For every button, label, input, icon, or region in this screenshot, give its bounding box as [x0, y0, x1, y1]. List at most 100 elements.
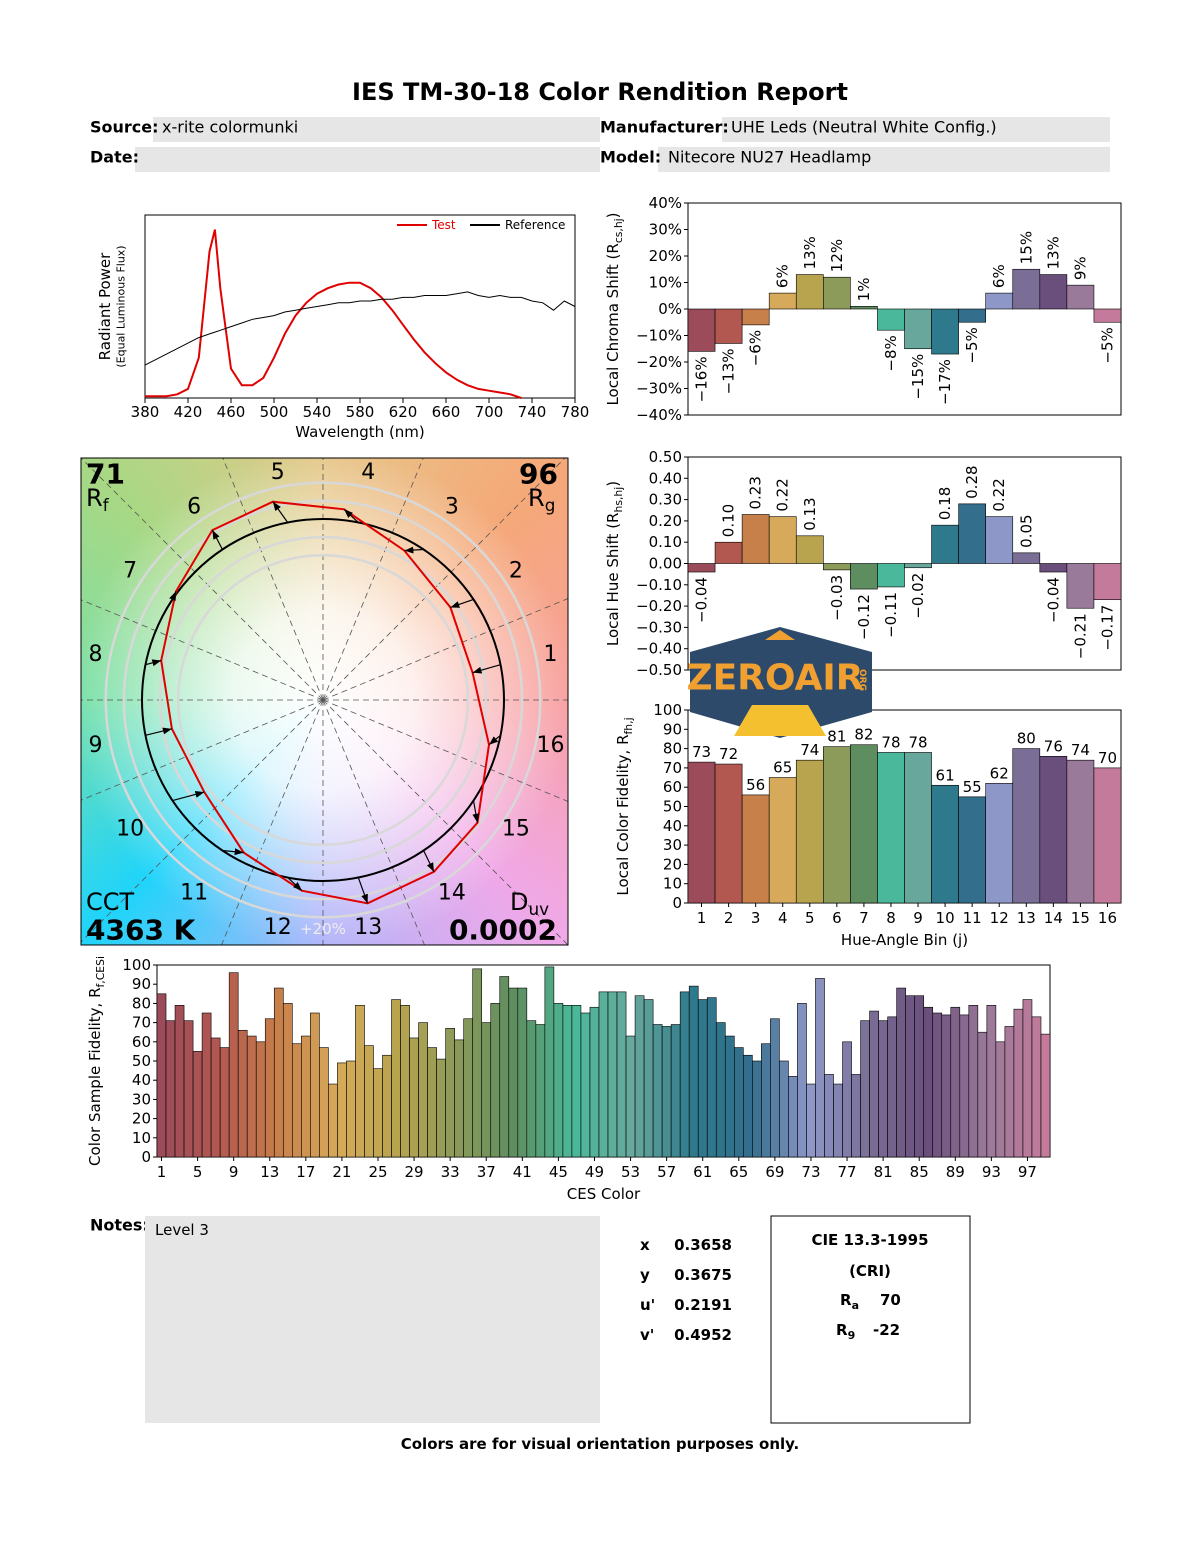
y-tick-label: 0% — [658, 300, 682, 318]
bar — [463, 1018, 474, 1158]
coord-value: 0.4952 — [674, 1326, 732, 1344]
symbol: R — [836, 1321, 848, 1339]
notes-label: Notes: — [90, 1216, 149, 1235]
y-tick-label: 0.00 — [649, 555, 682, 573]
bar — [1031, 1016, 1042, 1158]
bar — [400, 1005, 410, 1158]
cct-label: CCT — [86, 888, 135, 916]
guide-circle — [122, 499, 524, 901]
symbol: R — [86, 484, 103, 512]
series-line — [145, 229, 522, 399]
bar — [1066, 563, 1095, 609]
y-tick-label: −0.40 — [636, 640, 682, 658]
y-tick-label: −0.10 — [636, 576, 682, 594]
bar — [923, 1006, 934, 1158]
bar — [192, 1051, 203, 1158]
x-tick-label: 620 — [389, 403, 418, 421]
bar — [1066, 284, 1095, 310]
bar — [1039, 563, 1068, 573]
bar — [1012, 552, 1041, 564]
bar — [481, 1022, 492, 1158]
y-tick-label: 40% — [649, 194, 682, 212]
bar — [228, 972, 239, 1158]
shift-arrow — [169, 591, 177, 602]
value-label: −0.12 — [855, 594, 873, 640]
cri-symbol: R9 — [836, 1321, 855, 1342]
value-label: 56 — [746, 776, 765, 794]
duv-value: 0.0002 — [449, 914, 557, 947]
value-label: 55 — [963, 778, 982, 796]
value-label: 0.22 — [990, 478, 1008, 511]
legend-label: Test — [431, 218, 456, 232]
value-label: 0.18 — [936, 487, 954, 520]
bin-divider — [81, 699, 324, 801]
bar — [445, 1028, 455, 1158]
bar — [499, 976, 510, 1158]
value-label: −0.03 — [828, 575, 846, 621]
bar — [526, 1020, 537, 1158]
y-tick-label: 80 — [663, 740, 682, 758]
cri-symbol: Ra — [840, 1291, 859, 1312]
bar — [697, 999, 708, 1158]
y-tick-label: 30 — [663, 836, 682, 854]
value-label: 9% — [1071, 256, 1089, 280]
value-label: 0.23 — [747, 476, 765, 509]
bar — [958, 308, 986, 323]
y-axis-label: Color Sample Fidelity, Rf,CESi — [86, 956, 107, 1166]
x-tick-label: 11 — [963, 909, 982, 927]
bar — [878, 1020, 888, 1158]
bar — [795, 274, 824, 310]
field-label: Source: — [90, 118, 159, 137]
bar — [373, 1068, 383, 1158]
bar — [427, 1047, 437, 1158]
value-label: 81 — [827, 728, 846, 746]
y-tick-label: 10% — [649, 274, 682, 292]
bar — [517, 987, 528, 1158]
x-tick-label: 9 — [913, 909, 923, 927]
value-label: −0.04 — [1044, 577, 1062, 623]
bin-label: 4 — [361, 460, 375, 485]
value-label: 73 — [692, 743, 711, 761]
bar — [562, 1005, 573, 1158]
bar — [931, 308, 959, 355]
y-axis-label-part: fh,j — [622, 717, 635, 734]
x-tick-label: 1 — [157, 1163, 167, 1181]
notes-text: Level 3 — [155, 1221, 209, 1239]
y-tick-label: 100 — [122, 956, 151, 974]
x-tick-label: 2 — [724, 909, 734, 927]
notes-box — [145, 1216, 600, 1423]
bar — [1012, 748, 1041, 904]
y-tick-label: 0.50 — [649, 448, 682, 466]
bar — [616, 991, 627, 1158]
shift-arrow — [145, 727, 173, 736]
bar — [589, 1006, 600, 1158]
bar — [904, 308, 932, 350]
bar — [661, 1026, 672, 1158]
x-tick-label: 53 — [621, 1163, 640, 1181]
bar — [1093, 767, 1122, 904]
bar — [535, 1024, 546, 1158]
shift-arrow — [472, 664, 501, 674]
y-tick-label: 20 — [132, 1110, 151, 1128]
guide-circle — [104, 481, 542, 919]
y-axis-label-part: Local Chroma Shift (R — [604, 243, 622, 405]
shift-arrow — [145, 659, 162, 667]
x-tick-label: 29 — [405, 1163, 424, 1181]
x-tick-label: 15 — [1071, 909, 1090, 927]
bar — [355, 1005, 365, 1158]
vector-frame — [80, 457, 569, 946]
y-tick-label: 0 — [672, 894, 682, 912]
x-tick-label: 25 — [368, 1163, 387, 1181]
y-tick-label: −30% — [636, 380, 682, 398]
bar — [1012, 268, 1041, 310]
rg-value: 96 — [519, 458, 558, 491]
bin-label: 9 — [88, 733, 102, 758]
title: IES TM-30-18 Color Rendition Report — [352, 78, 848, 106]
bar — [328, 1083, 338, 1158]
bar — [904, 563, 932, 569]
bin-divider — [222, 458, 324, 701]
x-tick-label: 5 — [805, 909, 815, 927]
value-label: −0.04 — [693, 577, 711, 623]
bar — [959, 1014, 970, 1158]
bar — [688, 985, 699, 1158]
